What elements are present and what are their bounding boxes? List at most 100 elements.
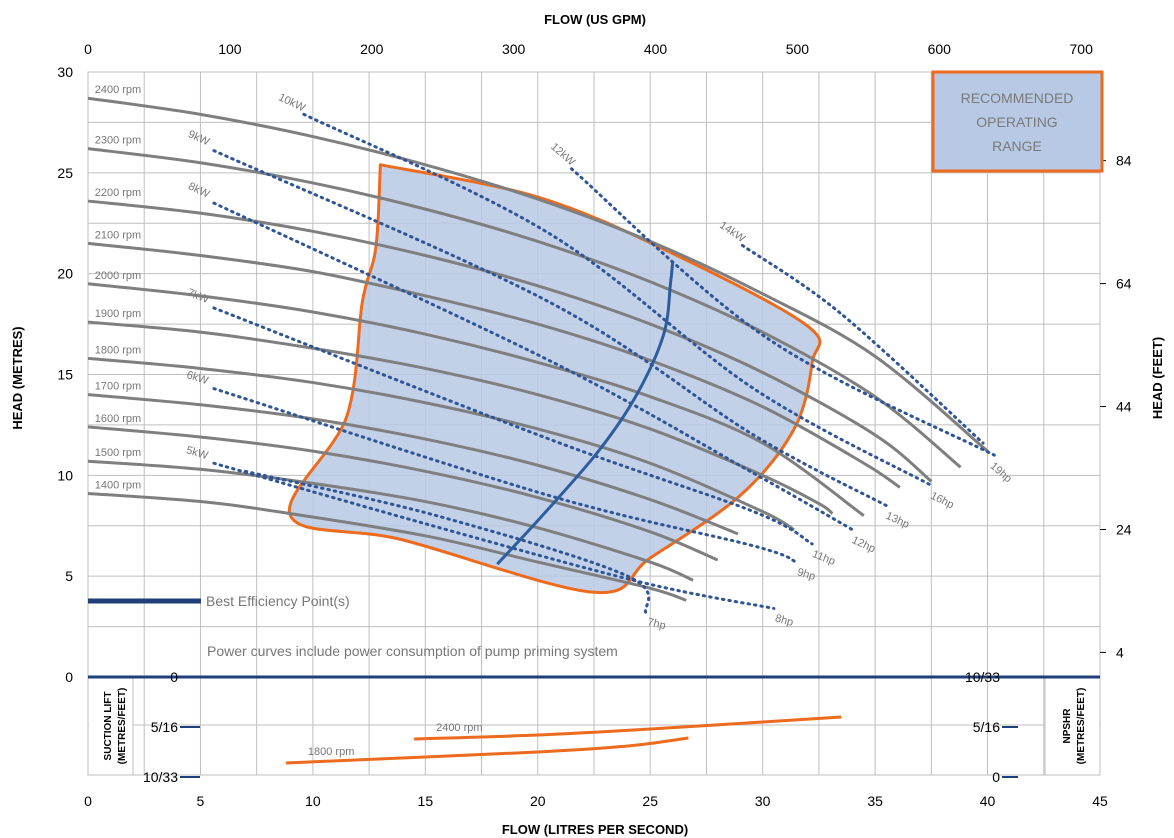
speed-curve: [87, 199, 933, 483]
y-left-axis-title: HEAD (METRES): [10, 326, 25, 429]
suction-panel: [89, 678, 133, 774]
power-curve-kw-label: 5kW: [185, 444, 210, 462]
x-bottom-tick: 0: [84, 793, 92, 809]
speed-curve: [87, 356, 795, 532]
x-bottom-tick: 40: [980, 793, 996, 809]
npshr-panel: [1045, 678, 1099, 774]
speed-curve: [87, 96, 989, 453]
x-bottom-tick: 20: [530, 793, 546, 809]
x-bottom-tick: 15: [418, 793, 434, 809]
x-bottom-tick: 45: [1092, 793, 1108, 809]
x-top-tick: 200: [360, 41, 384, 57]
speed-curve: [87, 491, 687, 602]
power-curve: [212, 149, 888, 508]
power-curve-hp-label: 9hp: [796, 566, 817, 583]
x-top-tick: 0: [84, 41, 92, 57]
y-right-tick: 84: [1116, 153, 1132, 169]
x-top-axis-title: FLOW (US GPM): [544, 12, 646, 27]
suction-lift-tick: 5/16: [151, 719, 178, 735]
power-curve: [243, 469, 651, 614]
operating-range-legend-box: [931, 70, 1104, 173]
power-curve-hp-label: 8hp: [774, 612, 795, 629]
speed-curve-label: 1700 rpm: [95, 381, 141, 393]
y-left-tick: 0: [65, 669, 73, 685]
speed-curve-label: 2000 rpm: [95, 270, 141, 282]
speed-curve: [87, 282, 865, 517]
x-bottom-tick: 10: [305, 793, 321, 809]
x-bottom-tick: 35: [867, 793, 883, 809]
x-top-tick: 500: [786, 41, 810, 57]
x-bottom-axis-title: FLOW (LITRES PER SECOND): [502, 822, 688, 837]
x-top-tick: 100: [218, 41, 242, 57]
power-curve: [212, 201, 855, 532]
grid: [87, 71, 1101, 776]
y-left-tick: 15: [57, 367, 73, 383]
power-curve: [570, 167, 996, 457]
npsh-curve-label: 2400 rpm: [436, 722, 482, 734]
power-curve: [212, 306, 814, 546]
speed-curve-label: 2100 rpm: [95, 229, 141, 241]
x-bottom-tick: 25: [642, 793, 658, 809]
speed-curve-label: 1500 rpm: [95, 447, 141, 459]
power-curve-hp-label: 7hp: [646, 616, 667, 632]
speed-curve-label: 1800 rpm: [95, 344, 141, 356]
speed-curve-label: 2400 rpm: [95, 84, 141, 96]
power-curve: [212, 461, 776, 610]
power-curves: 10kW16hp9kW13hp8kW12hp7kW11hp6kW9hp5kW8h…: [185, 91, 1014, 632]
x-top-tick: 600: [928, 41, 952, 57]
speed-curve-label: 1900 rpm: [95, 308, 141, 320]
legend-box-line-2: OPERATING: [976, 114, 1057, 130]
bep-legend-label: Best Efficiency Point(s): [206, 593, 350, 609]
suction-lift-tick: 0: [170, 669, 178, 685]
power-curve: [302, 112, 933, 487]
speed-curve-label: 1600 rpm: [95, 413, 141, 425]
npsh-section: 2400 rpm 1800 rpm 0 5/16 10/33 10/33 5/16 0: [88, 669, 1100, 785]
axis-ticks: 0 5 10 15 20 25 30 35 40 450 100 200 300 400 500 600 700…: [57, 41, 1131, 809]
y-left-tick: 5: [65, 568, 73, 584]
y-left-tick: 30: [57, 64, 73, 80]
npsh-curve-label: 1800 rpm: [308, 746, 354, 758]
speed-curve: [87, 241, 901, 489]
power-note: Power curves include power consumption o…: [207, 643, 618, 659]
speed-curve: [87, 320, 834, 515]
y-right-axis-title: HEAD (FEET): [1150, 337, 1165, 419]
x-top-tick: 300: [502, 41, 526, 57]
speed-curve: [87, 425, 719, 562]
y-left-tick: 20: [57, 266, 73, 282]
y-right-tick: 24: [1116, 521, 1132, 537]
npshr-tick: 5/16: [973, 719, 1000, 735]
legend-box-line-1: RECOMMENDED: [961, 90, 1074, 106]
speed-curve: [87, 393, 739, 536]
speed-curve-label: 1400 rpm: [95, 479, 141, 491]
npshr-title-2: (METRES/FEET): [1076, 688, 1087, 765]
npsh-curve: [414, 715, 842, 741]
npsh-curve: [285, 736, 689, 765]
x-bottom-tick: 30: [755, 793, 771, 809]
bep-curve: [496, 261, 675, 566]
y-right-tick: 4: [1116, 644, 1124, 660]
legend-box-line-3: RANGE: [992, 138, 1042, 154]
y-left-tick: 10: [57, 467, 73, 483]
speed-curves: 2400 rpm 2300 rpm 2200 rpm 2100 rpm 2000 rpm…: [87, 84, 989, 602]
speed-curve: [87, 459, 694, 582]
speed-curve-label: 2200 rpm: [95, 187, 141, 199]
npshr-tick: 0: [992, 769, 1000, 785]
operating-range: [287, 163, 822, 595]
npshr-title-1: NPSHR: [1062, 708, 1073, 744]
speed-curve: [87, 147, 962, 469]
y-right-tick: 44: [1116, 399, 1132, 415]
x-top-tick: 700: [1070, 41, 1094, 57]
suction-lift-tick: 10/33: [143, 769, 178, 785]
npshr-tick: 10/33: [965, 669, 1000, 685]
y-right-tick: 64: [1116, 276, 1132, 292]
x-bottom-tick: 5: [197, 793, 205, 809]
operating-range-area: [287, 163, 822, 595]
bep-curve-group: [496, 261, 675, 566]
suction-lift-title-2: (METRES/FEET): [117, 688, 128, 765]
speed-curve-label: 2300 rpm: [95, 135, 141, 147]
power-curve: [212, 387, 798, 564]
y-left-tick: 25: [57, 165, 73, 181]
suction-lift-title-1: SUCTION LIFT: [103, 692, 114, 761]
x-top-tick: 400: [644, 41, 668, 57]
